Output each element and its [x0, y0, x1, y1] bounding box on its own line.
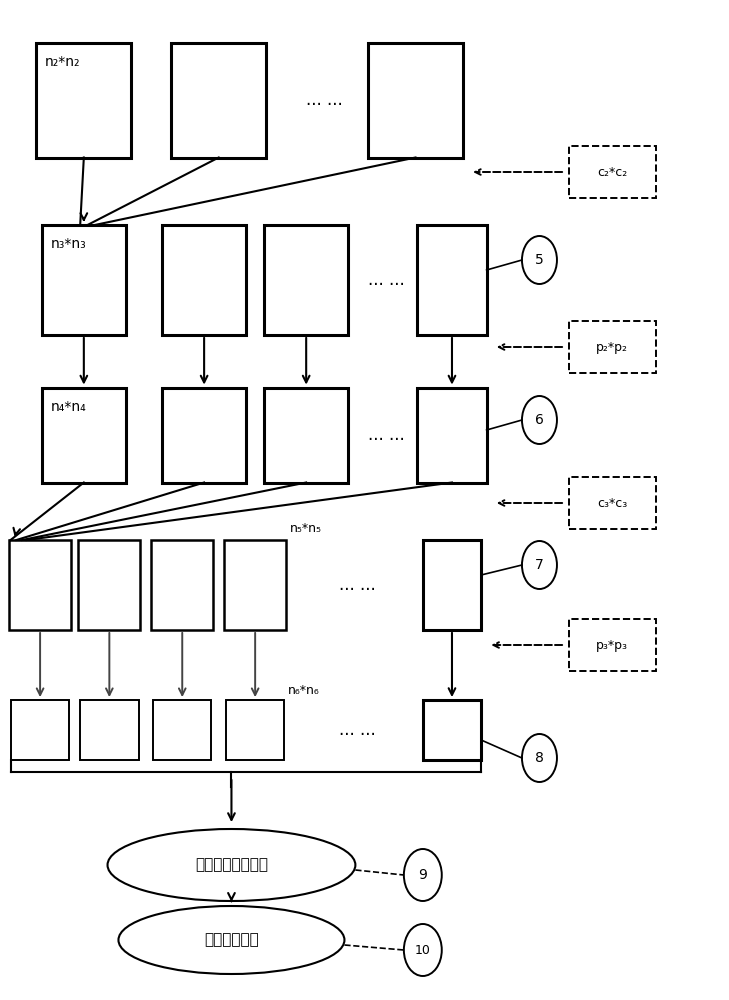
- Text: p₃*p₃: p₃*p₃: [596, 639, 628, 652]
- Bar: [36, 42, 131, 157]
- Bar: [162, 225, 246, 335]
- Bar: [171, 42, 266, 157]
- Bar: [423, 700, 481, 760]
- Text: c₂*c₂: c₂*c₂: [597, 165, 628, 178]
- Bar: [264, 225, 348, 335]
- Text: n₆*n₆: n₆*n₆: [288, 684, 320, 697]
- Bar: [368, 42, 463, 157]
- Bar: [42, 387, 126, 483]
- Text: 输出计算结果: 输出计算结果: [204, 932, 259, 948]
- Bar: [151, 540, 213, 630]
- Text: p₂*p₂: p₂*p₂: [596, 340, 628, 354]
- Text: 8: 8: [535, 751, 544, 765]
- Bar: [569, 146, 656, 198]
- Bar: [569, 477, 656, 529]
- Bar: [153, 700, 211, 760]
- Bar: [162, 387, 246, 483]
- Text: ... ...: ... ...: [339, 721, 375, 739]
- Text: ... ...: ... ...: [368, 271, 405, 289]
- Text: n₃*n₃: n₃*n₃: [50, 237, 87, 251]
- Bar: [423, 540, 481, 630]
- Bar: [569, 321, 656, 373]
- Bar: [80, 700, 139, 760]
- Text: 5: 5: [535, 253, 544, 267]
- Bar: [417, 387, 487, 483]
- Bar: [417, 225, 487, 335]
- Text: 7: 7: [535, 558, 544, 572]
- Text: 6: 6: [535, 413, 544, 427]
- Bar: [42, 225, 126, 335]
- Text: ... ...: ... ...: [368, 426, 405, 444]
- Text: ... ...: ... ...: [339, 576, 375, 594]
- Text: n₄*n₄: n₄*n₄: [50, 400, 87, 414]
- Bar: [226, 700, 284, 760]
- Text: 形成全连接网络层: 形成全连接网络层: [195, 857, 268, 872]
- Text: 9: 9: [418, 868, 427, 882]
- Text: ... ...: ... ...: [306, 91, 343, 109]
- Bar: [224, 540, 286, 630]
- Text: n₂*n₂: n₂*n₂: [45, 54, 81, 68]
- Text: 10: 10: [415, 944, 431, 956]
- Bar: [264, 387, 348, 483]
- Text: n₅*n₅: n₅*n₅: [289, 522, 321, 535]
- Bar: [78, 540, 140, 630]
- Bar: [9, 540, 71, 630]
- Bar: [11, 700, 69, 760]
- Bar: [569, 619, 656, 671]
- Text: c₃*c₃: c₃*c₃: [597, 497, 628, 510]
